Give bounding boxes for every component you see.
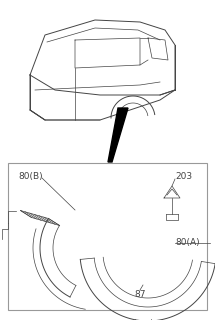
Text: 80(B): 80(B)	[18, 172, 43, 181]
Text: 203: 203	[175, 172, 192, 181]
Polygon shape	[108, 108, 128, 162]
Text: 87: 87	[134, 290, 146, 299]
Text: 80(A): 80(A)	[175, 238, 200, 247]
Bar	[8, 163, 207, 310]
